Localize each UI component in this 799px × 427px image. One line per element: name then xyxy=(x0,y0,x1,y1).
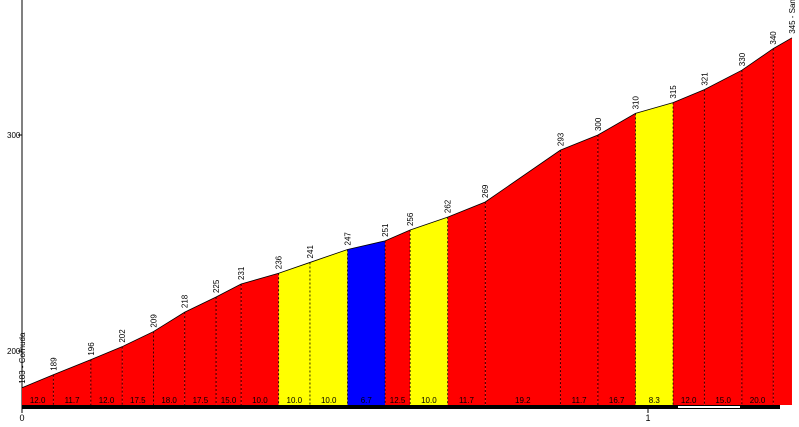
elevation-label: 183 - Cornuda xyxy=(18,332,27,384)
gradient-segment xyxy=(385,230,411,405)
gradient-segment xyxy=(22,374,54,405)
gradient-segment xyxy=(241,273,279,405)
gradient-segment xyxy=(773,37,792,406)
elevation-label: 315 xyxy=(669,85,678,99)
profile-outline xyxy=(21,37,793,389)
gradient-segment xyxy=(597,113,636,406)
elevation-label: 236 xyxy=(275,255,284,269)
gradient-label: 16.7 xyxy=(609,396,625,405)
gradient-segment xyxy=(309,249,348,405)
elevation-label: 345 - San xyxy=(788,0,797,34)
gradient-segment xyxy=(560,135,598,405)
elevation-label: 330 xyxy=(738,52,747,66)
elevation-label: 310 xyxy=(631,96,640,110)
gradient-label: 11.7 xyxy=(572,396,588,405)
gradient-label: 15.0 xyxy=(715,396,731,405)
elevation-label: 209 xyxy=(149,314,158,328)
profile-line xyxy=(21,37,793,389)
elevation-label: 247 xyxy=(344,232,353,246)
gradient-segment xyxy=(704,70,742,405)
gradient-segment xyxy=(184,297,217,405)
gradient-segment xyxy=(278,262,310,405)
y-tick-label: 200 xyxy=(7,347,21,356)
elevation-labels: 183 - Cornuda 189 196 202 209 218 225 231 236 241… xyxy=(18,0,797,384)
gradient-segment xyxy=(635,102,674,405)
elevation-label: 225 xyxy=(212,279,221,293)
elevation-label: 196 xyxy=(87,342,96,356)
segment-dividers xyxy=(52,48,774,405)
gradient-segment xyxy=(216,284,242,405)
gradient-label: 17.5 xyxy=(130,396,146,405)
gradient-label: 20.0 xyxy=(750,396,766,405)
x-axis-bar xyxy=(22,405,780,409)
gradient-segment xyxy=(347,240,386,405)
elevation-label: 293 xyxy=(556,132,565,146)
elevation-label: 300 xyxy=(594,117,603,131)
x-tick-label: 1 xyxy=(645,413,650,423)
elevation-label: 189 xyxy=(49,357,58,371)
elevation-label: 340 xyxy=(769,31,778,45)
gradient-segment xyxy=(153,312,185,405)
gradient-label: 6.7 xyxy=(361,396,373,405)
gradient-segment xyxy=(410,217,448,405)
elevation-label: 256 xyxy=(406,212,415,226)
elevation-label: 231 xyxy=(237,266,246,280)
elevation-label: 269 xyxy=(481,184,490,198)
gradient-segment xyxy=(673,89,705,405)
gradient-label: 19.2 xyxy=(515,396,531,405)
elevation-label: 251 xyxy=(381,223,390,237)
gradient-label: 8.3 xyxy=(649,396,661,405)
gradient-label: 12.0 xyxy=(99,396,115,405)
gradient-segment xyxy=(90,346,123,405)
elevation-label: 262 xyxy=(444,199,453,213)
gradient-label: 10.0 xyxy=(287,396,303,405)
gradient-label: 12.0 xyxy=(681,396,697,405)
gradient-label: 15.0 xyxy=(221,396,237,405)
gradient-segment xyxy=(741,48,774,405)
elevation-label: 321 xyxy=(700,72,709,86)
gradient-segment xyxy=(447,201,486,405)
gradient-segments xyxy=(22,37,792,406)
gradient-label: 11.7 xyxy=(459,396,475,405)
gradient-label: 17.5 xyxy=(193,396,209,405)
gradient-label: 10.0 xyxy=(321,396,337,405)
elevation-label: 218 xyxy=(181,294,190,308)
elevation-label: 241 xyxy=(306,245,315,259)
x-axis-bar-end xyxy=(678,406,740,408)
gradient-segment xyxy=(485,150,561,405)
gradient-label: 18.0 xyxy=(161,396,177,405)
gradient-label: 12.5 xyxy=(390,396,406,405)
gradient-labels: 12.0 11.7 12.0 17.5 18.0 17.5 15.0 10.0 10.0 10.0… xyxy=(30,396,766,405)
gradient-segment xyxy=(122,331,154,405)
elevation-label: 202 xyxy=(118,329,127,343)
gradient-label: 10.0 xyxy=(252,396,268,405)
gradient-label: 12.0 xyxy=(30,396,46,405)
y-axis-ticks: 200 300 xyxy=(7,131,22,356)
gradient-label: 10.0 xyxy=(421,396,437,405)
gradient-segment xyxy=(53,359,91,405)
x-tick-label: 0 xyxy=(19,413,24,423)
y-tick-label: 300 xyxy=(7,131,21,140)
gradient-label: 11.7 xyxy=(65,396,81,405)
